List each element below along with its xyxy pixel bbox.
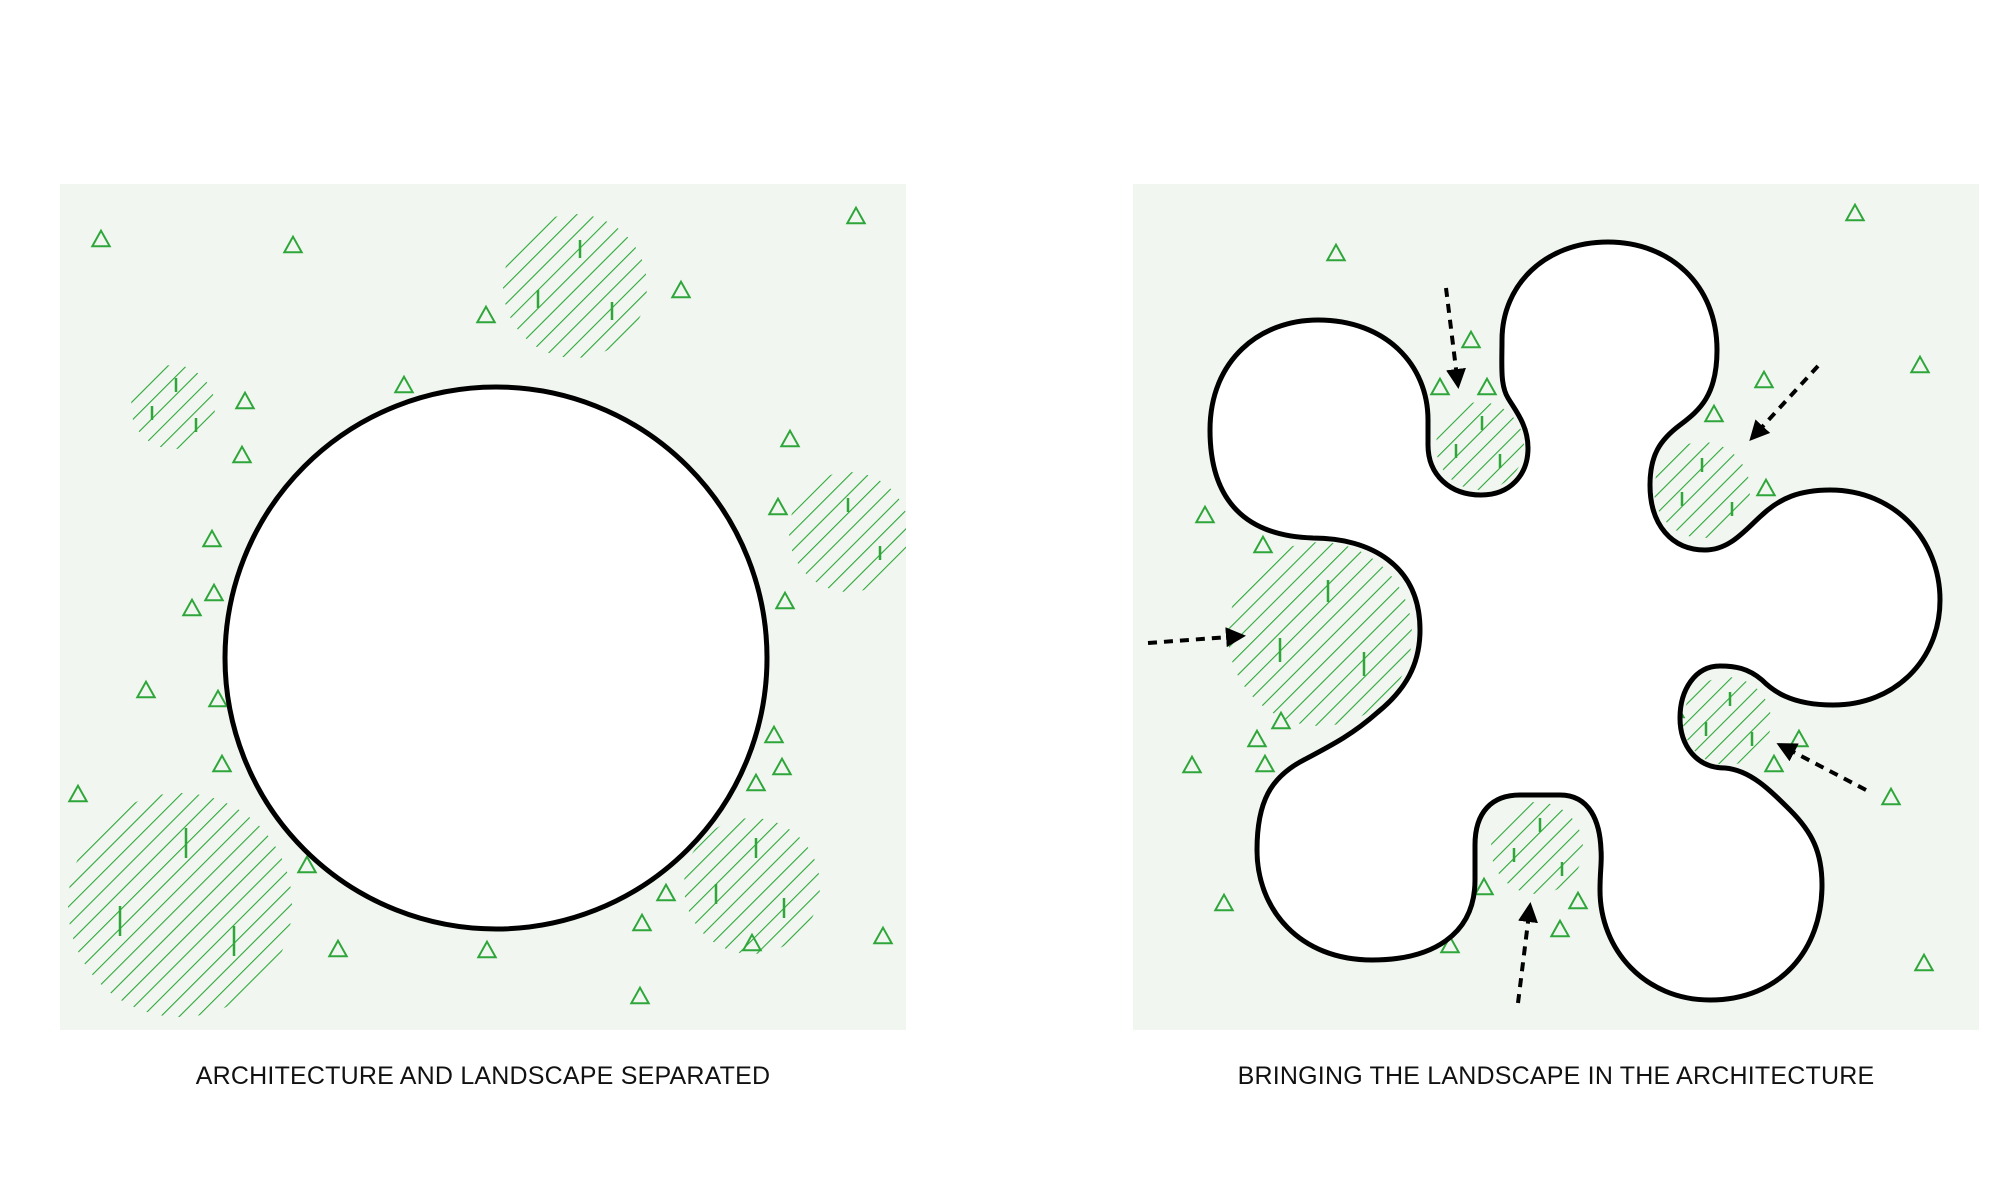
dashed-arrow-icon xyxy=(1516,902,1538,1004)
caption-right: BRINGING THE LANDSCAPE IN THE ARCHITECTU… xyxy=(1237,1062,1875,1090)
tree-triangle-icon xyxy=(207,688,229,708)
trees-right xyxy=(1181,202,1935,972)
planting-area xyxy=(1683,677,1771,765)
tree-triangle-icon xyxy=(90,228,112,248)
tree-triangle-icon xyxy=(763,724,785,744)
tree-triangle-icon xyxy=(767,496,789,516)
planting-areas-left xyxy=(68,214,906,1017)
tree-triangle-icon xyxy=(629,985,651,1005)
tree-triangle-icon xyxy=(1909,354,1931,374)
planting-area xyxy=(1491,802,1583,894)
tree-triangle-icon xyxy=(135,679,157,699)
tree-triangle-icon xyxy=(1252,534,1274,554)
tree-triangle-icon xyxy=(655,882,677,902)
caption-left: ARCHITECTURE AND LANDSCAPE SEPARATED xyxy=(195,1062,771,1090)
tree-triangle-icon xyxy=(1549,918,1571,938)
tree-triangle-icon xyxy=(393,374,415,394)
planting-area xyxy=(1228,542,1412,726)
tree-triangle-icon xyxy=(296,854,318,874)
tree-triangle-icon xyxy=(1476,376,1498,396)
tree-triangle-icon xyxy=(476,939,498,959)
tree-triangle-icon xyxy=(779,428,801,448)
tree-triangle-icon xyxy=(1788,728,1810,748)
tree-triangle-icon xyxy=(1703,403,1725,423)
tree-triangle-icon xyxy=(741,932,763,952)
planting-area xyxy=(1654,442,1750,538)
tree-triangle-icon xyxy=(1254,753,1276,773)
dashed-arrow-icon xyxy=(1776,743,1867,792)
tree-triangle-icon xyxy=(670,279,692,299)
tree-triangle-icon xyxy=(1753,369,1775,389)
tree-triangle-icon xyxy=(67,783,89,803)
tree-triangle-icon xyxy=(1270,710,1292,730)
tree-triangle-icon xyxy=(201,528,223,548)
tree-triangle-icon xyxy=(1439,934,1461,954)
dashed-arrow-icon xyxy=(1444,287,1466,389)
planting-areas-right xyxy=(1228,402,1771,894)
tree-triangle-icon xyxy=(282,234,304,254)
dashed-arrow-icon xyxy=(1749,364,1820,441)
flow-arrows xyxy=(1147,287,1867,1004)
tree-triangle-icon xyxy=(1429,376,1451,396)
panel-left xyxy=(60,184,906,1030)
tree-triangle-icon xyxy=(1880,786,1902,806)
tree-triangle-icon xyxy=(211,753,233,773)
tree-triangle-icon xyxy=(1213,892,1235,912)
tree-triangle-icon xyxy=(1567,890,1589,910)
planting-ticks-left xyxy=(118,240,882,956)
tree-triangle-icon xyxy=(234,390,256,410)
tree-triangle-icon xyxy=(631,912,653,932)
tree-triangle-icon xyxy=(845,205,867,225)
panel-right xyxy=(1133,184,1979,1030)
tree-triangle-icon xyxy=(774,590,796,610)
planting-ticks-right xyxy=(1278,416,1754,876)
tree-triangle-icon xyxy=(745,772,767,792)
tree-triangle-icon xyxy=(1913,952,1935,972)
tree-triangle-icon xyxy=(1755,477,1777,497)
tree-triangle-icon xyxy=(872,925,894,945)
planting-area xyxy=(684,818,820,954)
planting-area xyxy=(503,214,647,358)
tree-triangle-icon xyxy=(475,304,497,324)
tree-triangle-icon xyxy=(1844,202,1866,222)
tree-triangle-icon xyxy=(203,582,225,602)
tree-triangle-icon xyxy=(1460,329,1482,349)
tree-triangle-icon xyxy=(1325,242,1347,262)
tree-triangle-icon xyxy=(1473,876,1495,896)
tree-triangle-icon xyxy=(181,597,203,617)
planting-area xyxy=(789,472,906,592)
tree-triangle-icon xyxy=(771,756,793,776)
tree-triangle-icon xyxy=(1763,753,1785,773)
tree-triangle-icon xyxy=(231,444,253,464)
planting-area xyxy=(1436,402,1524,490)
tree-triangle-icon xyxy=(1246,728,1268,748)
building-organic-form xyxy=(1207,239,1943,1003)
tree-triangle-icon xyxy=(1181,754,1203,774)
trees-left xyxy=(67,205,894,1005)
planting-area xyxy=(68,793,292,1017)
tree-triangle-icon xyxy=(1194,504,1216,524)
tree-triangle-icon xyxy=(327,938,349,958)
planting-area xyxy=(131,365,215,449)
building-circle xyxy=(222,384,770,932)
